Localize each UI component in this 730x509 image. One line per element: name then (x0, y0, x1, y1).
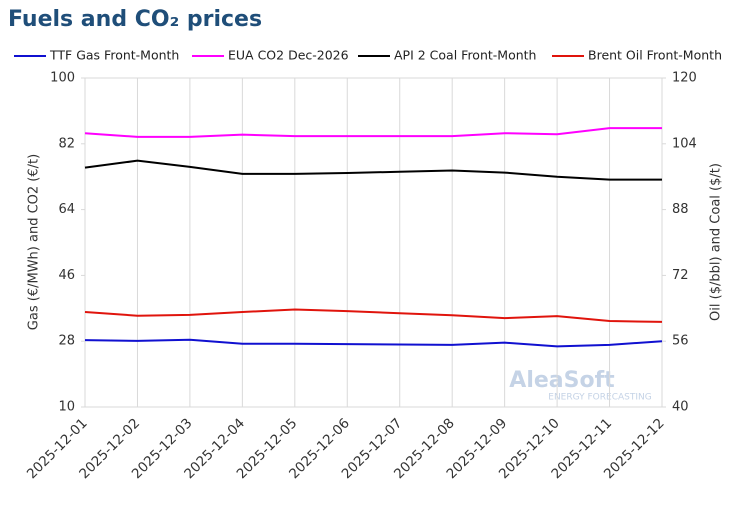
legend: TTF Gas Front-Month EUA CO2 Dec-2026 API 2… (14, 48, 722, 63)
y2-tick-label: 88 (672, 202, 689, 217)
y-tick-label: 82 (58, 136, 75, 151)
y-tick-label: 64 (58, 202, 75, 217)
y2-tick-label: 104 (672, 136, 697, 151)
watermark: AleaSoft (509, 368, 615, 393)
series-line (84, 127, 662, 138)
y-tick-label: 10 (58, 400, 75, 415)
y2-tick-label: 72 (672, 268, 689, 283)
y-tick-label: 46 (58, 268, 75, 283)
y-tick-label: 100 (50, 71, 75, 86)
chart-title: Fuels and CO₂ prices (8, 7, 262, 32)
y2-tick-label: 56 (672, 334, 689, 349)
series-line (84, 159, 662, 181)
legend-label: TTF Gas Front-Month (49, 48, 179, 63)
y2-tick-label: 120 (672, 71, 697, 86)
y2-axis-label: Oil ($/bbl) and Coal ($/t) (709, 163, 724, 321)
series-line (84, 308, 663, 323)
plot-frame (84, 77, 663, 408)
legend-label: EUA CO2 Dec-2026 (228, 48, 349, 63)
watermark-sub: ENERGY FORECASTING (548, 393, 651, 403)
y-tick-label: 28 (58, 334, 75, 349)
legend-label: Brent Oil Front-Month (588, 48, 722, 63)
y-axis-label: Gas (€/MWh) and CO2 (€/t) (27, 154, 42, 330)
y2-tick-label: 40 (672, 400, 689, 415)
legend-label: API 2 Coal Front-Month (394, 48, 536, 63)
series-line (84, 338, 663, 348)
